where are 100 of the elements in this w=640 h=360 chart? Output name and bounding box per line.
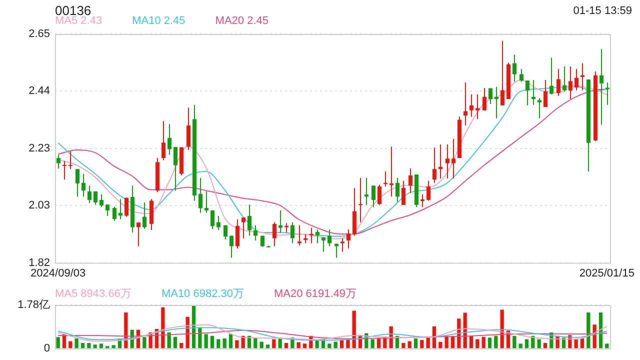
candlestick: [304, 234, 308, 244]
candlestick: [500, 40, 504, 106]
candlestick: [526, 80, 530, 106]
candlestick: [62, 160, 66, 180]
bar: [87, 342, 91, 348]
candlestick: [402, 180, 406, 206]
chart-title: 00136: [55, 3, 92, 18]
bar: [420, 340, 424, 348]
candlestick: [56, 154, 60, 170]
y-tick-label: 2.65: [28, 28, 50, 40]
bar: [370, 339, 374, 348]
candlestick: [358, 177, 362, 223]
line-series: [58, 330, 608, 340]
candlestick: [352, 188, 356, 236]
candlestick: [550, 57, 554, 95]
candlestick: [574, 68, 578, 91]
candlestick: [396, 177, 400, 202]
bar: [173, 336, 178, 348]
candlestick: [124, 197, 128, 218]
bar: [93, 344, 97, 348]
bar: [222, 338, 226, 348]
candlestick: [174, 146, 178, 192]
candlestick: [340, 238, 344, 252]
candlestick: [556, 68, 560, 97]
bar: [204, 334, 208, 348]
candlestick: [322, 236, 326, 252]
bar: [334, 342, 338, 348]
candlestick: [278, 210, 282, 233]
bar: [210, 336, 214, 348]
bar: [284, 342, 288, 348]
candlestick: [168, 124, 172, 156]
candlestick: [88, 185, 92, 204]
y-tick-label: 0: [44, 342, 50, 354]
bar: [543, 342, 548, 348]
bar: [266, 344, 270, 348]
candlestick: [544, 80, 548, 108]
y-tick-label: 1.78亿: [18, 299, 50, 312]
candlestick: [432, 147, 436, 184]
candlestick: [532, 80, 536, 106]
candlestick: [298, 224, 302, 246]
candlestick: [198, 177, 202, 214]
bar: [518, 344, 522, 348]
candlestick: [136, 222, 140, 247]
candlestick: [482, 88, 486, 111]
bar: [68, 341, 72, 348]
y-tick-label: 2.03: [28, 200, 50, 212]
candlestick: [446, 144, 450, 179]
text: 01-15 13:59: [573, 5, 632, 17]
x-tick-label: 2024/09/03: [30, 267, 86, 280]
candlestick: [408, 168, 412, 194]
candlestick: [520, 68, 524, 82]
candlestick: [162, 120, 166, 161]
text: MA5 2.43: [55, 15, 102, 27]
bar: [112, 345, 116, 348]
bar: [482, 336, 486, 348]
candlestick: [230, 235, 234, 258]
candlestick: [204, 190, 208, 214]
bar: [438, 342, 442, 348]
candlestick: [236, 219, 240, 249]
candlestick: [290, 222, 294, 244]
y-tick-label: 2.44: [28, 85, 50, 98]
candlestick: [216, 215, 220, 230]
bar: [302, 344, 307, 348]
bar: [414, 338, 418, 348]
y-tick-label: 1.82: [28, 256, 50, 269]
candlestick: [470, 94, 474, 118]
candlestick: [76, 168, 80, 198]
bar: [408, 341, 412, 348]
candlestick: [94, 190, 98, 206]
candlestick: [346, 228, 350, 249]
candlestick: [426, 180, 430, 202]
candlestick: [464, 82, 468, 126]
candlestick: [68, 150, 72, 170]
candlestick: [186, 107, 190, 151]
bar: [228, 334, 233, 348]
candlestick: [452, 138, 456, 179]
candlestick: [210, 210, 214, 230]
candlestick: [328, 228, 332, 247]
bar: [142, 337, 146, 348]
candlestick: [82, 173, 86, 198]
line-series: [58, 327, 608, 341]
candlestick: [364, 177, 368, 206]
text: MA10 2.45: [132, 15, 186, 27]
bar: [476, 339, 480, 348]
bar: [340, 340, 344, 348]
candlestick: [106, 204, 110, 216]
candlestick: [272, 222, 276, 247]
bar: [574, 339, 578, 348]
candlestick: [150, 198, 154, 230]
candlestick: [224, 224, 228, 240]
candlestick: [334, 243, 338, 258]
candlestick: [580, 62, 584, 91]
candlestick: [438, 144, 442, 179]
y-tick-label: 2.23: [28, 142, 50, 154]
bar: [524, 339, 529, 348]
candlestick: [562, 66, 566, 92]
candlestick: [488, 88, 492, 105]
bar: [278, 338, 282, 348]
bar: [580, 338, 584, 348]
bar: [328, 344, 332, 348]
